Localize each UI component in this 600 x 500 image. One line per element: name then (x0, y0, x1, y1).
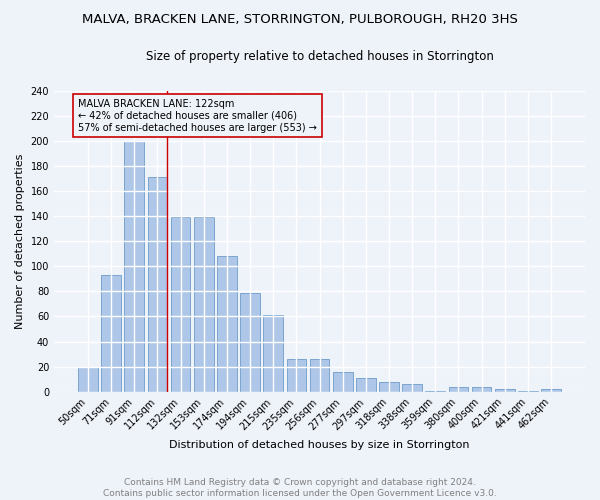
Bar (124, 141, 144, 392)
Bar (78, 366, 98, 392)
Bar (310, 359, 329, 392)
Text: Contains HM Land Registry data © Crown copyright and database right 2024.
Contai: Contains HM Land Registry data © Crown c… (103, 478, 497, 498)
X-axis label: Distribution of detached houses by size in Storrington: Distribution of detached houses by size … (169, 440, 470, 450)
Title: Size of property relative to detached houses in Storrington: Size of property relative to detached ho… (146, 50, 493, 63)
Bar (333, 372, 353, 392)
Bar (194, 218, 214, 392)
Bar (171, 218, 190, 392)
Text: MALVA BRACKEN LANE: 122sqm
← 42% of detached houses are smaller (406)
57% of sem: MALVA BRACKEN LANE: 122sqm ← 42% of deta… (78, 100, 317, 132)
Y-axis label: Number of detached properties: Number of detached properties (15, 154, 25, 329)
Bar (449, 387, 468, 392)
Bar (240, 292, 260, 392)
Bar (518, 390, 538, 392)
Bar (101, 275, 121, 392)
Bar (356, 378, 376, 392)
Bar (472, 387, 491, 392)
Text: MALVA, BRACKEN LANE, STORRINGTON, PULBOROUGH, RH20 3HS: MALVA, BRACKEN LANE, STORRINGTON, PULBOR… (82, 12, 518, 26)
Bar (217, 256, 237, 392)
Bar (379, 382, 399, 392)
Bar (425, 390, 445, 392)
Bar (541, 390, 561, 392)
Bar (402, 384, 422, 392)
Bar (148, 177, 167, 392)
Bar (495, 390, 515, 392)
Bar (263, 315, 283, 392)
Bar (287, 359, 306, 392)
